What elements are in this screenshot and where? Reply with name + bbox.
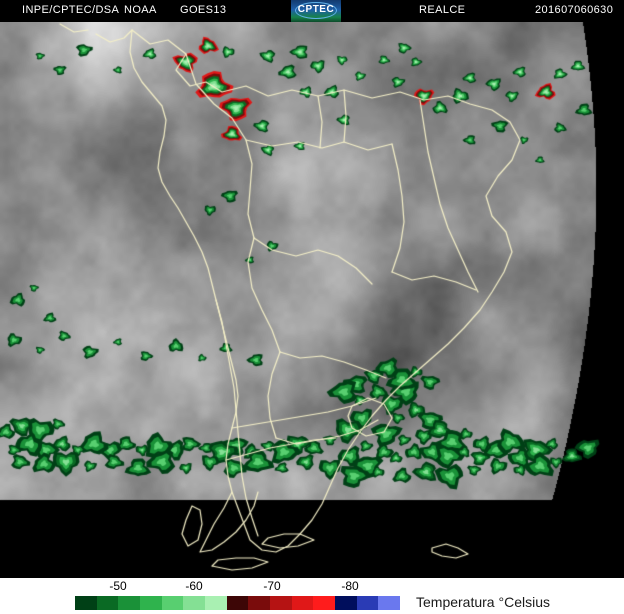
- cptec-logo-ring: [295, 2, 337, 19]
- legend-swatch-0: [75, 596, 97, 610]
- legend-tick-1: -60: [185, 579, 203, 593]
- header-agency-label: INPE/CPTEC/DSA: [22, 4, 120, 16]
- legend-tick-2: -70: [263, 579, 281, 593]
- legend-swatch-6: [205, 596, 227, 610]
- temperature-legend: -50 -60 -70 -80 Temperatura °Celsius: [0, 578, 624, 614]
- header-product-label: REALCE: [419, 4, 466, 16]
- satellite-image-canvas: [0, 22, 624, 578]
- cptec-logo-label: CPTEC: [297, 4, 335, 15]
- header-provider-label: NOAA: [124, 4, 157, 16]
- legend-swatch-8: [248, 596, 271, 610]
- legend-swatch-9: [270, 596, 292, 610]
- legend-swatch-7: [226, 596, 249, 610]
- legend-swatch-14: [378, 596, 401, 610]
- legend-swatch-4: [161, 596, 184, 610]
- legend-swatch-1: [96, 596, 119, 610]
- legend-swatch-12: [335, 596, 357, 610]
- header-bar: INPE/CPTEC/DSA NOAA GOES13 CPTEC REALCE …: [0, 0, 624, 22]
- legend-tick-labels: -50 -60 -70 -80: [0, 578, 624, 594]
- legend-title-label: Temperatura °Celsius: [416, 594, 550, 610]
- legend-tick-3: -80: [341, 579, 359, 593]
- legend-swatch-5: [183, 596, 206, 610]
- header-timestamp-label: 201607060630: [535, 4, 614, 16]
- legend-swatch-11: [313, 596, 336, 610]
- satellite-image-panel: [0, 22, 624, 578]
- legend-swatch-3: [140, 596, 162, 610]
- legend-swatch-13: [356, 596, 379, 610]
- legend-swatch-2: [118, 596, 141, 610]
- header-satellite-label: GOES13: [180, 4, 227, 16]
- legend-tick-0: -50: [109, 579, 127, 593]
- cptec-logo-icon: CPTEC: [291, 0, 341, 22]
- legend-swatch-10: [291, 596, 314, 610]
- legend-color-bar: [75, 596, 401, 610]
